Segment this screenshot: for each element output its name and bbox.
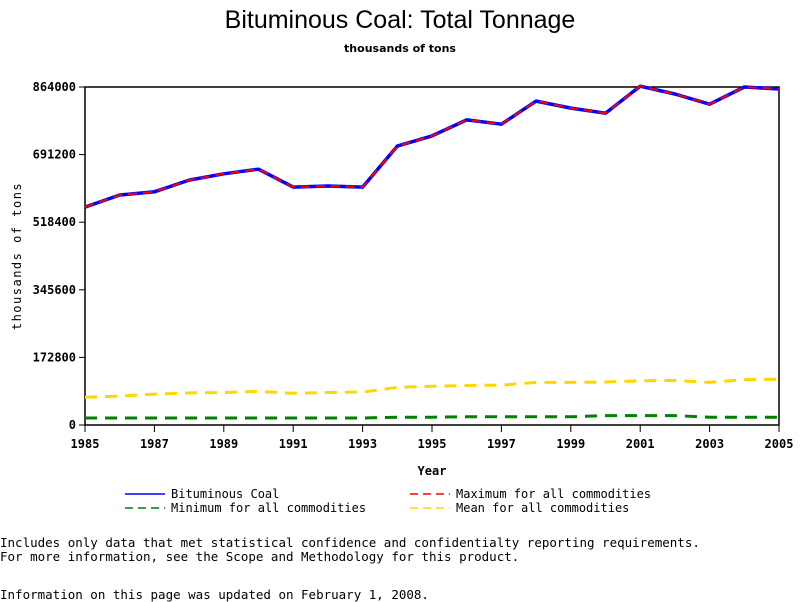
legend-label: Bituminous Coal [171, 487, 279, 501]
x-axis-title: Year [418, 464, 447, 478]
y-tick-label: 691200 [33, 148, 76, 162]
x-tick-label: 1995 [418, 437, 447, 451]
legend: Bituminous Coal Maximum for all commoditi… [125, 487, 651, 515]
legend-label: Maximum for all commodities [456, 487, 651, 501]
x-tick-label: 1993 [348, 437, 377, 451]
series-group [85, 86, 779, 418]
x-tick-label: 2001 [626, 437, 655, 451]
y-tick-label: 518400 [33, 215, 76, 229]
series-line-maximum-for-all-commodities [85, 86, 779, 207]
x-tick-label: 1997 [487, 437, 516, 451]
line-chart: 0 172800 345600 518400 691200 864000 1985 1987 1… [0, 0, 800, 530]
legend-label: Minimum for all commodities [171, 501, 366, 515]
x-tick-label: 2005 [765, 437, 794, 451]
footnote-confidence: Includes only data that met statistical … [0, 535, 700, 550]
series-line-bituminous-coal [85, 86, 779, 207]
x-tick-label: 1985 [71, 437, 100, 451]
x-tick-label: 2003 [695, 437, 724, 451]
footnote-methodology: For more information, see the Scope and … [0, 549, 519, 564]
series-line-minimum-for-all-commodities [85, 416, 779, 418]
x-tick-label: 1991 [279, 437, 308, 451]
y-tick-label: 0 [69, 418, 76, 432]
y-tick-label: 172800 [33, 350, 76, 364]
legend-label: Mean for all commodities [456, 501, 629, 515]
x-tick-label: 1987 [140, 437, 169, 451]
y-tick-label: 864000 [33, 80, 76, 94]
y-axis-title: thousands of tons [10, 182, 24, 330]
series-line-mean-for-all-commodities [85, 379, 779, 397]
y-tick-label: 345600 [33, 283, 76, 297]
x-tick-label: 1999 [556, 437, 585, 451]
x-tick-label: 1989 [209, 437, 238, 451]
